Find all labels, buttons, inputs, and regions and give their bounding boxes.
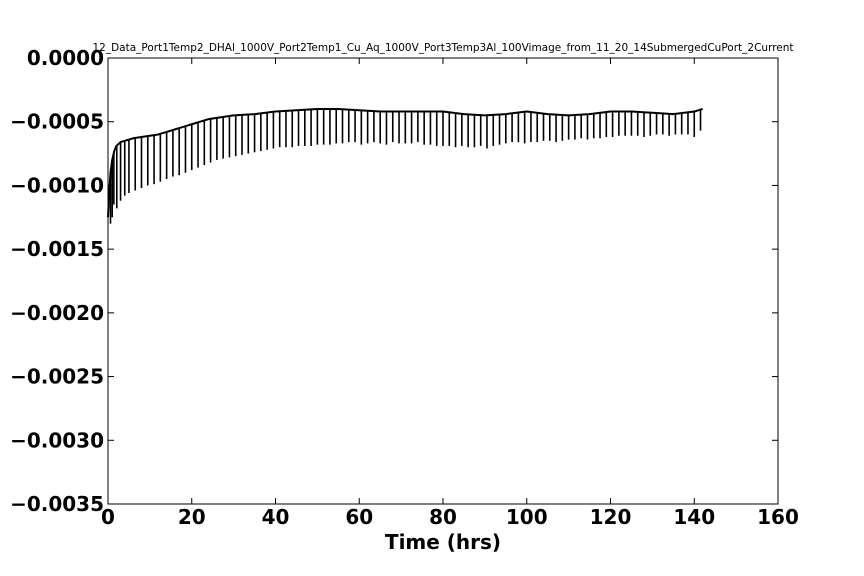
x-tick-label: 20 <box>178 505 206 529</box>
x-tick-label: 60 <box>345 505 373 529</box>
x-tick-label: 140 <box>673 505 715 529</box>
y-axis: 0.0000 −0.0005 −0.0010 −0.0015 −0.0020 −0.002… <box>10 46 778 516</box>
x-tick-label: 120 <box>590 505 632 529</box>
y-tick-label: −0.0010 <box>10 173 104 197</box>
x-axis-label: Time (hrs) <box>385 530 501 554</box>
x-tick-label: 100 <box>506 505 548 529</box>
x-axis: 0 20 40 60 80 100 120 140 160 <box>101 58 799 529</box>
plot-area <box>107 107 703 224</box>
chart-title: 12_Data_Port1Temp2_DHAl_1000V_Port2Temp1… <box>92 42 793 54</box>
y-tick-label: −0.0015 <box>10 237 104 261</box>
y-tick-label: −0.0035 <box>10 492 104 516</box>
y-tick-label: −0.0020 <box>10 301 104 325</box>
y-tick-label: −0.0005 <box>10 110 104 134</box>
x-tick-label: 80 <box>429 505 457 529</box>
x-tick-label: 0 <box>101 505 115 529</box>
x-tick-label: 160 <box>757 505 799 529</box>
y-tick-label: −0.0025 <box>10 365 104 389</box>
x-tick-label: 40 <box>262 505 290 529</box>
y-tick-label: 0.0000 <box>27 46 104 70</box>
y-tick-label: −0.0030 <box>10 428 104 452</box>
